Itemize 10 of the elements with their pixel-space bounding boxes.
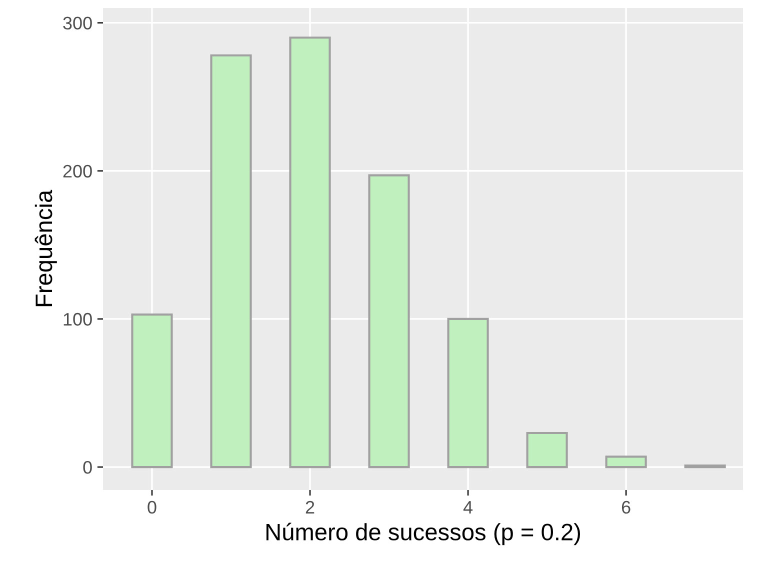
y-tick-label: 100 [64, 312, 92, 326]
x-tick-label: 0 [148, 500, 156, 514]
x-tick-label: 4 [463, 501, 473, 514]
x-axis-title: Número de sucessos (p = 0.2) [266, 522, 580, 546]
x-tick-label: 2 [306, 500, 314, 514]
y-tick-label: 300 [63, 16, 92, 30]
y-axis-title: Frequência [34, 190, 57, 306]
y-tick-label: 0 [83, 460, 92, 474]
x-tick-label: 6 [622, 500, 630, 514]
y-tick-label: 200 [63, 164, 92, 178]
